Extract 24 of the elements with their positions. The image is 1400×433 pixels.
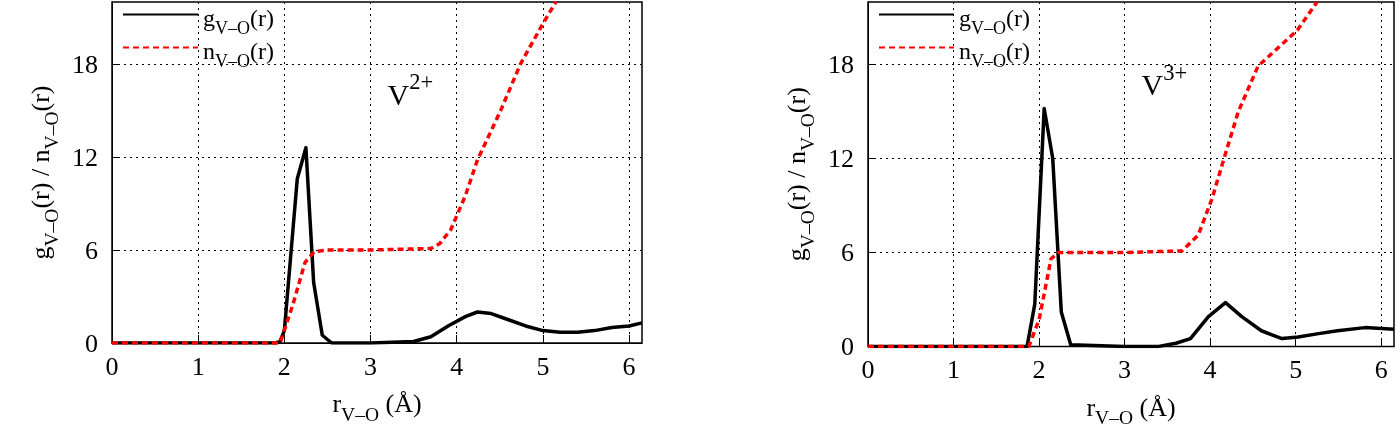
x-tick-label: 2	[277, 351, 291, 381]
x-tick-label: 5	[536, 351, 550, 381]
x-tick-label: 3	[364, 351, 378, 381]
x-tick-label: 6	[1374, 354, 1388, 384]
y-tick-label: 18	[72, 49, 98, 79]
y-tick-label: 12	[828, 144, 854, 174]
x-tick-label: 4	[1203, 354, 1217, 384]
x-tick-label: 0	[105, 351, 119, 381]
y-axis-title: gV–O(r) / nV–O(r)	[781, 87, 818, 262]
x-tick-label: 0	[861, 354, 875, 384]
x-tick-label: 6	[622, 351, 636, 381]
x-tick-label: 4	[450, 351, 464, 381]
y-tick-label: 0	[85, 328, 98, 358]
x-tick-label: 5	[1289, 354, 1303, 384]
y-tick-label: 12	[72, 142, 98, 172]
y-tick-label: 6	[841, 237, 854, 267]
x-tick-label: 3	[1118, 354, 1132, 384]
x-tick-label: 2	[1032, 354, 1046, 384]
y-axis-title: gV–O(r) / nV–O(r)	[25, 85, 62, 260]
y-tick-label: 18	[828, 50, 854, 80]
x-tick-label: 1	[947, 354, 961, 384]
x-tick-label: 1	[191, 351, 205, 381]
y-tick-label: 0	[841, 331, 854, 361]
y-tick-label: 6	[85, 235, 98, 265]
